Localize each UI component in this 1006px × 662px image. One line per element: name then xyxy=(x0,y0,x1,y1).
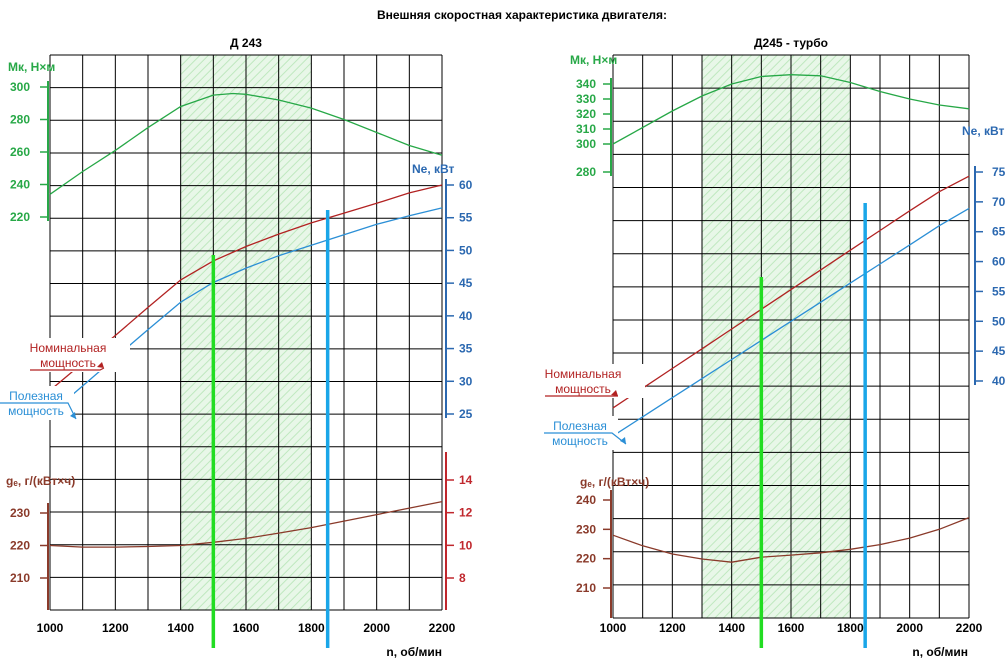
optimal-band xyxy=(702,55,851,618)
main-title: Внешняя скоростная характеристика двигат… xyxy=(377,8,667,22)
torque-tick-label: 280 xyxy=(576,165,596,179)
useful-power-label: мощность xyxy=(8,404,64,418)
x-tick-label: 1400 xyxy=(167,621,194,635)
power-axis-label: Ne, кВт xyxy=(412,162,455,176)
series-line xyxy=(49,184,443,391)
fuel-axis-label: gₑ, г/(кВт×ч) xyxy=(580,475,649,489)
nominal-leader xyxy=(30,367,105,371)
hourly-tick-label: 12 xyxy=(459,506,473,520)
grid xyxy=(49,54,443,611)
torque-tick-label: 310 xyxy=(576,122,596,136)
fuel-tick-label: 210 xyxy=(10,571,30,585)
torque-tick-label: 320 xyxy=(576,107,596,121)
useful-power-label: Полезная xyxy=(9,389,63,403)
torque-tick-label: 300 xyxy=(576,137,596,151)
power-tick-label: 65 xyxy=(992,225,1006,239)
annotation-bg xyxy=(521,364,645,398)
hourly-tick-label: 10 xyxy=(459,538,473,552)
power-tick-label: 45 xyxy=(459,276,473,290)
useful-power-label: Полезная xyxy=(553,419,607,433)
x-tick-label: 1200 xyxy=(659,621,686,635)
fuel-axis-label: gₑ, г/(кВт×ч) xyxy=(6,474,75,488)
x-tick-label: 1000 xyxy=(37,621,64,635)
torque-tick-label: 280 xyxy=(10,113,30,127)
power-tick-label: 50 xyxy=(992,314,1006,328)
x-tick-label: 2200 xyxy=(429,621,456,635)
hourly-tick-label: 14 xyxy=(459,473,473,487)
power-tick-label: 70 xyxy=(992,195,1006,209)
useful-arrowhead xyxy=(70,412,76,419)
power-tick-label: 35 xyxy=(459,342,473,356)
x-tick-label: 1800 xyxy=(837,621,864,635)
power-tick-label: 25 xyxy=(459,407,473,421)
torque-tick-label: 300 xyxy=(10,80,30,94)
power-tick-label: 40 xyxy=(459,309,473,323)
torque-tick-label: 220 xyxy=(10,210,30,224)
power-tick-label: 40 xyxy=(992,374,1006,388)
x-axis-label: n, об/мин xyxy=(912,645,968,659)
nominal-power-label: мощность xyxy=(555,382,611,396)
annotation-bg xyxy=(6,338,130,372)
series-line xyxy=(612,74,970,145)
nominal-arrowhead xyxy=(611,390,618,396)
x-tick-label: 1600 xyxy=(233,621,260,635)
series-line xyxy=(612,516,970,563)
x-axis-label: n, об/мин xyxy=(386,645,442,659)
x-tick-label: 1000 xyxy=(600,621,627,635)
fuel-tick-label: 210 xyxy=(576,581,596,595)
x-tick-label: 2200 xyxy=(956,621,983,635)
power-tick-label: 30 xyxy=(459,374,473,388)
nominal-power-label: Номинальная xyxy=(545,367,622,381)
panel-title: Д245 - турбо xyxy=(754,36,828,50)
power-tick-label: 55 xyxy=(459,211,473,225)
nominal-power-label: Номинальная xyxy=(30,341,107,355)
fuel-tick-label: 240 xyxy=(576,493,596,507)
useful-power-label: мощность xyxy=(552,434,608,448)
x-tick-label: 1600 xyxy=(778,621,805,635)
torque-tick-label: 260 xyxy=(10,145,30,159)
series-line xyxy=(612,207,970,437)
torque-tick-label: 330 xyxy=(576,92,596,106)
x-tick-label: 2000 xyxy=(896,621,923,635)
x-tick-label: 2000 xyxy=(363,621,390,635)
power-tick-label: 50 xyxy=(459,243,473,257)
hourly-tick-label: 8 xyxy=(459,571,466,585)
grid xyxy=(612,54,970,619)
useful-arrowhead xyxy=(620,437,626,444)
torque-tick-label: 240 xyxy=(10,178,30,192)
fuel-tick-label: 230 xyxy=(10,506,30,520)
x-tick-label: 1200 xyxy=(102,621,129,635)
power-tick-label: 55 xyxy=(992,284,1006,298)
series-line xyxy=(612,175,970,409)
series-line xyxy=(49,500,443,548)
power-tick-label: 60 xyxy=(992,255,1006,269)
torque-tick-label: 340 xyxy=(576,77,596,91)
power-tick-label: 75 xyxy=(992,165,1006,179)
fuel-tick-label: 230 xyxy=(576,522,596,536)
torque-axis-label: Мк, Н×м xyxy=(570,53,617,67)
nominal-arrowhead xyxy=(97,362,104,368)
series-line xyxy=(49,92,443,195)
x-tick-label: 1800 xyxy=(298,621,325,635)
torque-axis-label: Мк, Н×м xyxy=(8,60,55,74)
power-tick-label: 60 xyxy=(459,178,473,192)
nominal-power-label: мощность xyxy=(40,356,96,370)
fuel-tick-label: 220 xyxy=(10,539,30,553)
x-tick-label: 1400 xyxy=(718,621,745,635)
power-tick-label: 45 xyxy=(992,344,1006,358)
panel-title: Д 243 xyxy=(230,36,262,50)
fuel-tick-label: 220 xyxy=(576,552,596,566)
power-axis-label: Ne, кВт xyxy=(962,124,1005,138)
